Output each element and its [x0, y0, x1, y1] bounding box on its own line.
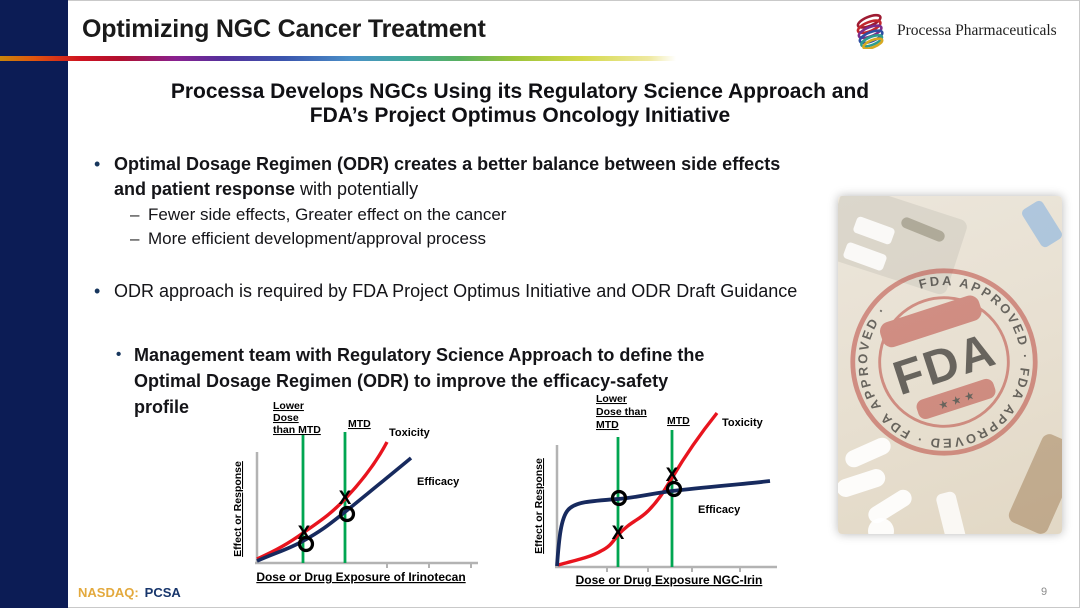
wooden-handle	[1006, 431, 1062, 534]
lower-dose-label-line1: Lower	[596, 393, 627, 405]
page-number: 9	[1041, 586, 1048, 598]
bullet-3: • Management team with Regulatory Scienc…	[116, 342, 726, 420]
efficacy-label: Efficacy	[417, 476, 460, 488]
marker-x: X	[339, 488, 352, 509]
bullet-2-text: ODR approach is required by FDA Project …	[114, 281, 798, 301]
lower-dose-label-line1: Lower	[273, 400, 304, 412]
slide-heading: Processa Develops NGCs Using its Regulat…	[80, 80, 960, 128]
toxicity-label: Toxicity	[389, 427, 431, 439]
marker-o	[338, 505, 356, 523]
bullet-1: • Optimal Dosage Regimen (ODR) creates a…	[94, 152, 804, 202]
marker-x: X	[666, 465, 679, 486]
bullet-1-bold: Optimal Dosage Regimen (ODR) creates a b…	[114, 154, 781, 199]
fda-approved-stamp: FDA APPROVED · FDA APPROVED · FDA APPROV…	[838, 250, 1056, 474]
efficacy-label: Efficacy	[698, 504, 741, 516]
marker-x: X	[612, 523, 625, 544]
tablet	[868, 518, 894, 534]
lower-dose-label-line2: Dose	[273, 412, 299, 424]
dropper	[935, 490, 969, 534]
y-axis-label: Effect or Response	[232, 461, 244, 557]
marker-o	[610, 489, 628, 507]
left-navy-bar	[0, 0, 68, 608]
sub-bullet-text: Fewer side effects, Greater effect on th…	[148, 205, 507, 224]
chart-ngc-irin: X X Lower Dose than MTD MTD Toxicity Eff…	[535, 393, 777, 587]
bullet-1-normal: with potentially	[295, 179, 419, 199]
bullet-dot: •	[94, 154, 101, 174]
rainbow-divider	[0, 56, 676, 61]
x-axis-label: Dose or Drug Exposure NGC-Irin	[576, 573, 763, 587]
bullet-2: • ODR approach is required by FDA Projec…	[94, 278, 814, 304]
y-axis-label: Effect or Response	[535, 458, 545, 554]
lower-dose-label-line3: MTD	[596, 419, 619, 431]
ticker-symbol: PCSA	[144, 585, 181, 600]
mtd-label: MTD	[667, 415, 690, 427]
exchange-label: NASDAQ:	[78, 585, 139, 600]
lower-dose-label-line2: Dose than	[596, 406, 647, 418]
bullet-3-text: Management team with Regulatory Science …	[134, 345, 705, 417]
company-name: Processa Pharmaceuticals	[897, 22, 1057, 39]
footer-ticker: NASDAQ: PCSA	[78, 585, 181, 600]
colored-rings-swirl-icon	[856, 13, 884, 49]
toxicity-curve	[557, 411, 719, 567]
stamp-bottom-band	[916, 378, 996, 420]
bullet-dot: •	[94, 281, 101, 301]
heading-line-2: FDA’s Project Optimus Oncology Initiativ…	[309, 104, 731, 127]
x-axis-ticks	[386, 563, 472, 568]
x-axis-ticks	[606, 567, 741, 572]
bullet-1-sub-2: – More efficient development/approval pr…	[130, 227, 486, 251]
blue-item	[1020, 198, 1062, 250]
dash-marker: –	[130, 229, 140, 248]
bullet-1-text: Optimal Dosage Regimen (ODR) creates a b…	[114, 152, 804, 202]
efficacy-curve	[555, 479, 771, 567]
dash-marker: –	[130, 205, 140, 224]
toxicity-label: Toxicity	[722, 417, 764, 429]
heading-line-1: Processa Develops NGCs Using its Regulat…	[170, 80, 870, 103]
efficacy-curve	[256, 456, 413, 563]
bullet-dot: •	[116, 346, 122, 363]
fda-approved-photo: FDA APPROVED · FDA APPROVED · FDA APPROV…	[838, 196, 1062, 534]
chart-irinotecan: X X Lower Dose than MTD MTD Toxicity Eff…	[232, 400, 478, 584]
toxicity-curve	[256, 441, 389, 561]
sub-bullet-text: More efficient development/approval proc…	[148, 229, 486, 248]
marker-o	[665, 480, 683, 498]
stamp-top-band	[879, 295, 982, 348]
company-logo: Processa Pharmaceuticals	[853, 13, 1057, 49]
bullet-1-sub-1: – Fewer side effects, Greater effect on …	[130, 203, 506, 227]
x-axis-label: Dose or Drug Exposure of Irinotecan	[256, 570, 465, 584]
mtd-label: MTD	[348, 418, 371, 430]
marker-o	[297, 535, 315, 553]
page-title: Optimizing NGC Cancer Treatment	[82, 15, 486, 43]
lower-dose-label-line3: than MTD	[273, 424, 321, 436]
